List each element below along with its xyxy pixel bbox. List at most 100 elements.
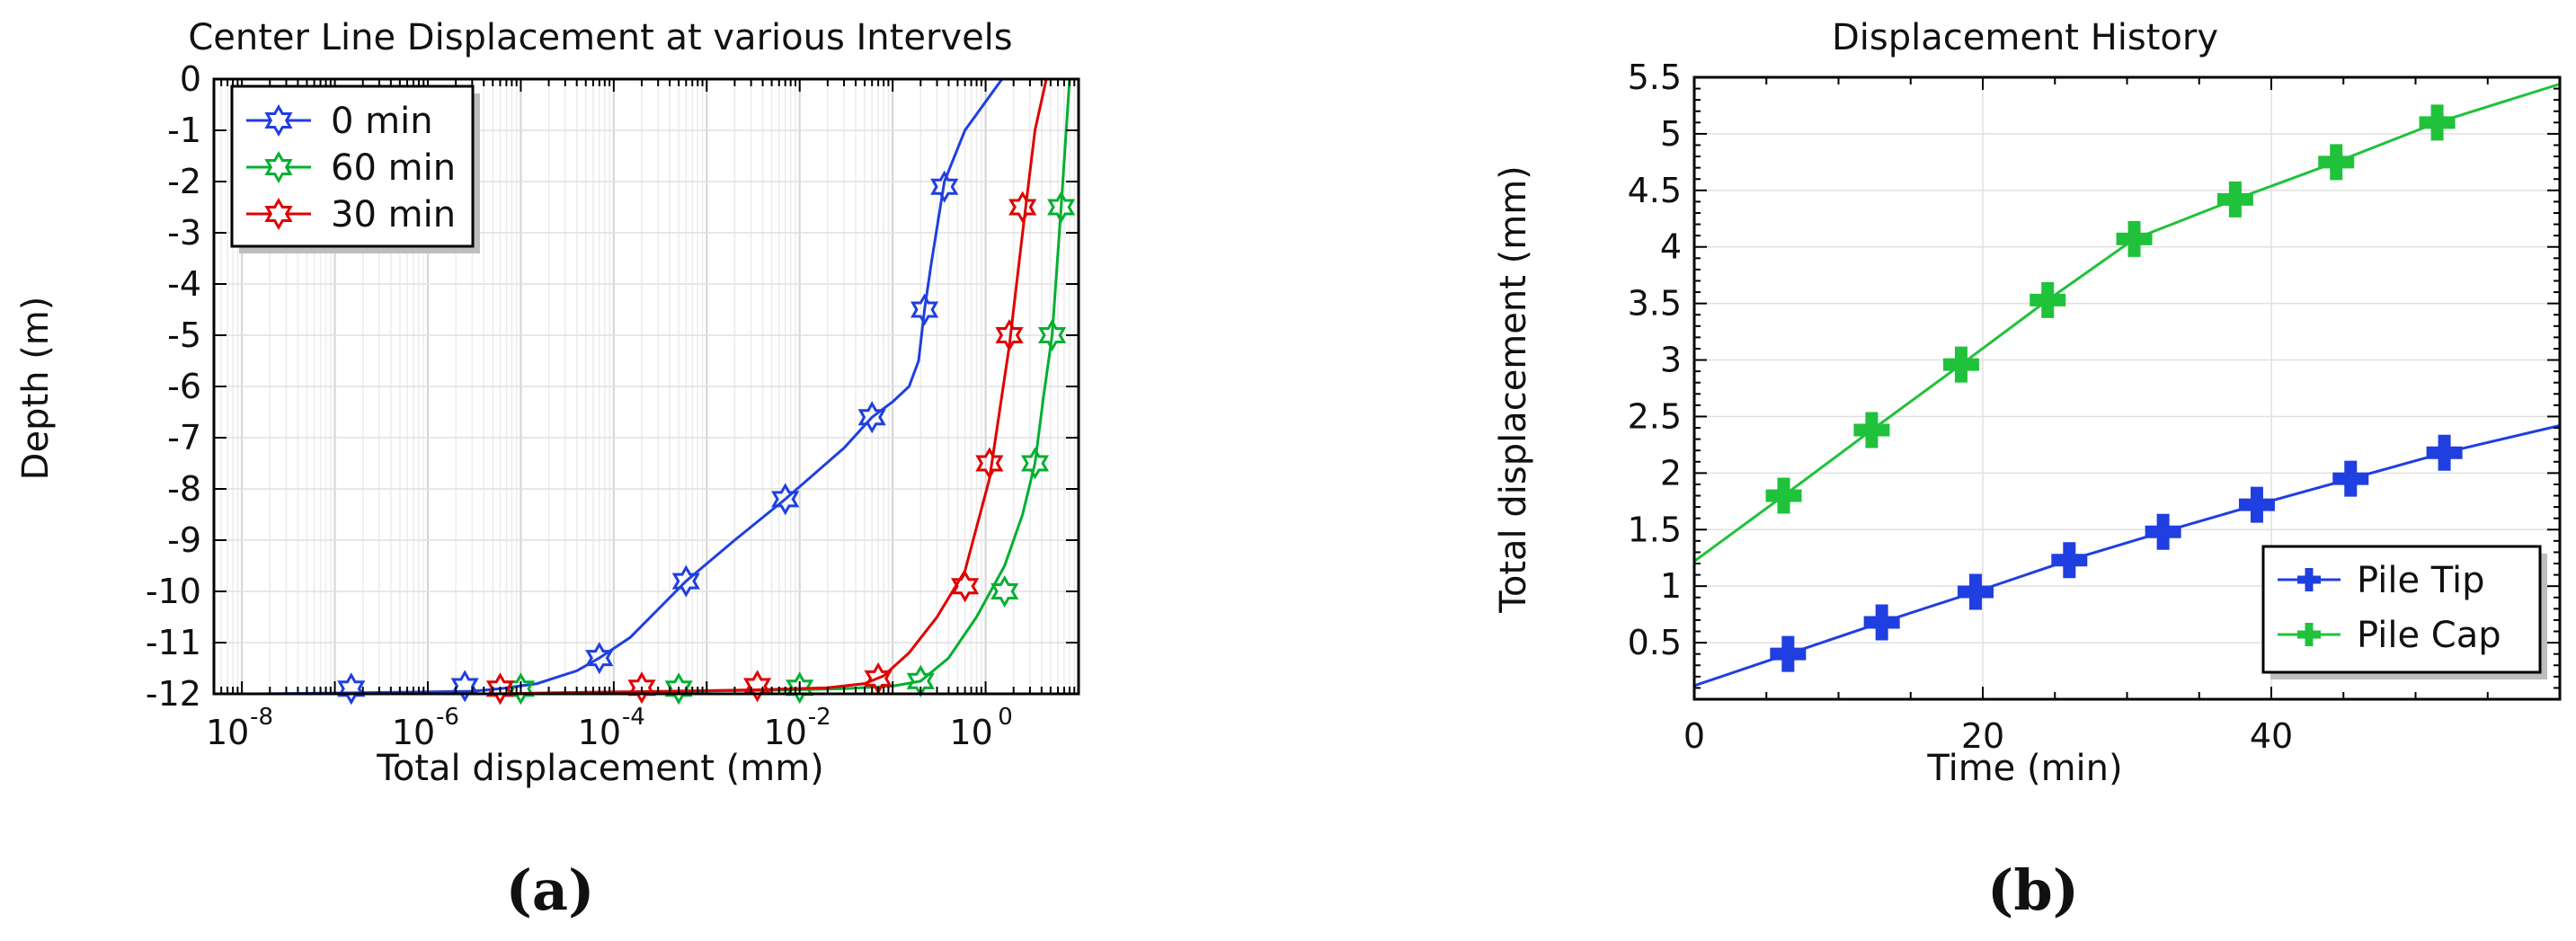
chart-b-point-marker (1863, 604, 1900, 641)
chart-b-legend-box (2261, 545, 2542, 674)
chart-a-point-marker (1008, 191, 1037, 224)
chart-a-x-tick-exponent: -2 (808, 704, 831, 731)
chart-b-point-marker (2332, 460, 2369, 497)
chart-b-x-tick-label: 40 (2250, 716, 2293, 756)
chart-a-point-marker (671, 564, 700, 598)
chart-b-y-tick-label: 2 (1660, 453, 1682, 493)
chart-b-point-marker (1853, 412, 1890, 448)
chart-b-legend-marker (2297, 568, 2321, 591)
chart-a-point-marker (1021, 447, 1050, 480)
chart-a-series-line (493, 78, 1048, 696)
chart-a-point-marker (771, 483, 800, 516)
chart-b-point-marker (1957, 573, 1994, 610)
chart-b-point-marker (1770, 635, 1807, 672)
chart-a-x-tick-exponent: 0 (998, 704, 1013, 731)
chart-a-y-tick-label: -12 (146, 674, 201, 714)
chart-a-legend-label: 60 min (331, 147, 456, 189)
chart-a-legend-marker (264, 150, 293, 184)
chart-a-y-tick-label: -4 (167, 264, 201, 304)
chart-a-legend: 0 min 60 min 30 min (230, 84, 480, 253)
chart-b-plot-frame (1692, 75, 2562, 701)
chart-b-x-tick-label: 20 (1961, 716, 2004, 756)
chart-b-y-tick-label: 2.5 (1628, 396, 1682, 436)
chart-a-point-marker (975, 447, 1004, 480)
panel-label-a: (a) (506, 857, 595, 923)
chart-a-point-marker (450, 670, 479, 703)
chart-b-legend-marker (2297, 623, 2321, 646)
chart-b-y-tick-label: 4 (1660, 227, 1682, 267)
chart-b-y-tick-label: 1 (1660, 566, 1682, 606)
chart-a-legend-label: 0 min (331, 101, 433, 142)
chart-a-point-marker (950, 570, 980, 603)
chart-a-y-tick-label: -3 (167, 213, 201, 253)
chart-b-series-line (1693, 424, 2561, 688)
chart-a-legend-marker (264, 197, 293, 231)
chart-b-y-tick-label: 3.5 (1628, 284, 1682, 324)
chart-a-point-marker (995, 319, 1024, 351)
chart-b-point-marker (2116, 220, 2153, 257)
chart-b-point-marker (2216, 181, 2253, 217)
chart-a-y-tick-label: -5 (167, 315, 201, 355)
chart-a-point-marker (930, 170, 959, 203)
chart-a-x-axis-label: Total displacement (mm) (376, 748, 824, 789)
chart-a-point-marker (990, 574, 1019, 608)
chart-a-y-tick-label: -9 (167, 520, 201, 560)
chart-b-legend: Pile Tip Pile Cap (2261, 545, 2547, 679)
chart-b-x-axis-label: Time (min) (1926, 748, 2122, 789)
chart-a-point-marker (1047, 191, 1076, 224)
chart-a-y-axis-label: Depth (m) (15, 297, 57, 481)
chart-b-y-tick-label: 5.5 (1628, 58, 1682, 97)
chart-a-point-marker (627, 671, 656, 705)
panel-label-b: (b) (1987, 857, 2079, 923)
chart-b-y-tick-label: 0.5 (1628, 623, 1682, 662)
chart-b-series-line (1693, 83, 2561, 563)
chart-b-legend-label: Pile Tip (2357, 560, 2485, 601)
chart-b-y-tick-label: 5 (1660, 114, 1682, 154)
chart-a-x-tick-label: 10 (206, 713, 249, 752)
chart-b-point-marker (2145, 513, 2181, 550)
chart-a-point-marker (337, 672, 366, 706)
chart-a: Center Line Displacement at various Inte… (15, 17, 1080, 923)
chart-a-legend-label: 30 min (331, 194, 456, 235)
chart-a-y-tick-label: -8 (167, 469, 201, 509)
chart-a-plot-frame (212, 77, 1080, 696)
chart-a-x-tick-label: 10 (578, 713, 621, 752)
chart-a-point-marker (485, 672, 515, 706)
chart-b-y-tick-label: 1.5 (1628, 510, 1682, 549)
chart-a-point-marker (1037, 319, 1067, 351)
chart-b-point-marker (1942, 346, 1979, 383)
chart-b-y-axis-label: Total displacement (mm) (1493, 165, 1534, 614)
chart-b-legend-label: Pile Cap (2357, 615, 2501, 656)
chart-a-point-marker (910, 293, 939, 326)
chart-b-point-marker (2238, 486, 2275, 523)
chart-b: Displacement History Time (min) Total di… (1493, 17, 2562, 923)
chart-b-point-marker (2419, 104, 2456, 141)
chart-b-series (1693, 83, 2561, 688)
chart-b-point-marker (2051, 542, 2088, 579)
chart-a-y-tick-label: -2 (167, 162, 201, 201)
chart-a-y-tick-label: 0 (180, 59, 201, 99)
chart-a-y-tick-label: -10 (146, 572, 201, 611)
chart-b-x-tick-label: 0 (1683, 716, 1705, 756)
chart-b-y-tick-label: 4.5 (1628, 171, 1682, 210)
chart-b-y-tick-label: 3 (1660, 341, 1682, 380)
chart-b-title: Displacement History (1832, 17, 2218, 58)
chart-b-point-marker (1765, 477, 1802, 514)
chart-b-ticks: 0 20 40 0.5 1 1.5 2 2.5 3 3.5 4 4.5 5 5.5 (1628, 58, 2560, 756)
chart-a-y-tick-label: -6 (167, 367, 201, 406)
chart-a-x-tick-label: 10 (764, 713, 807, 752)
chart-a-x-tick-exponent: -8 (250, 704, 273, 731)
chart-a-x-tick-label: 10 (392, 713, 435, 752)
chart-a-x-tick-label: 10 (949, 713, 992, 752)
chart-a-y-tick-label: -1 (167, 111, 201, 150)
chart-a-point-marker (742, 670, 772, 703)
chart-a-x-tick-exponent: -4 (622, 704, 645, 731)
chart-a-x-tick-exponent: -6 (436, 704, 459, 731)
chart-a-point-marker (857, 401, 886, 434)
chart-b-point-marker (2030, 281, 2066, 318)
chart-a-y-tick-label: -7 (167, 418, 201, 457)
chart-a-point-marker (664, 672, 693, 706)
chart-a-y-tick-label: -11 (146, 623, 201, 662)
